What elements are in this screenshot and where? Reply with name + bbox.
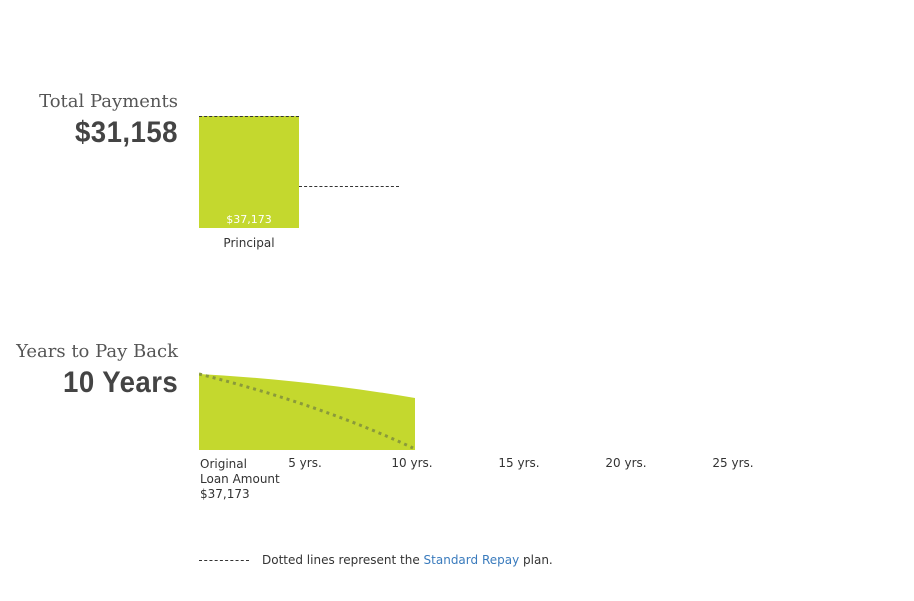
standard-repay-link[interactable]: Standard Repay [423,553,520,567]
origin-line-1: Original [200,457,247,471]
tick-10-yrs: 10 yrs. [391,456,433,470]
origin-line-2: Loan Amount [200,472,280,486]
standard-repay-dotted-line [299,186,399,187]
years-to-pay-back-amount: 10 Years [62,366,178,399]
legend-text-after: plan. [519,553,553,567]
origin-line-3: $37,173 [200,487,250,501]
legend-text-before: Dotted lines represent the [262,553,424,567]
tick-25-yrs: 25 yrs. [712,456,754,470]
tick-15-yrs: 15 yrs. [498,456,540,470]
tick-20-yrs: 20 yrs. [605,456,647,470]
original-loan-amount-label: Original Loan Amount $37,173 [200,457,280,502]
payback-area [199,374,415,450]
principal-bar-value: $37,173 [226,213,272,226]
tick-5-yrs: 5 yrs. [288,456,322,470]
legend-text: Dotted lines represent the Standard Repa… [262,553,553,567]
payback-area-chart [199,372,415,450]
principal-bar [199,116,299,228]
standard-repay-top-dotted-line [199,116,299,117]
principal-bar-label: Principal [223,236,275,250]
total-payments-title: Total Payments [39,91,178,112]
years-to-pay-back-title: Years to Pay Back [16,341,178,362]
standard-repay-dotted-curve [199,372,414,450]
legend-dotted-line [199,560,249,561]
total-payments-amount: $31,158 [75,116,178,149]
